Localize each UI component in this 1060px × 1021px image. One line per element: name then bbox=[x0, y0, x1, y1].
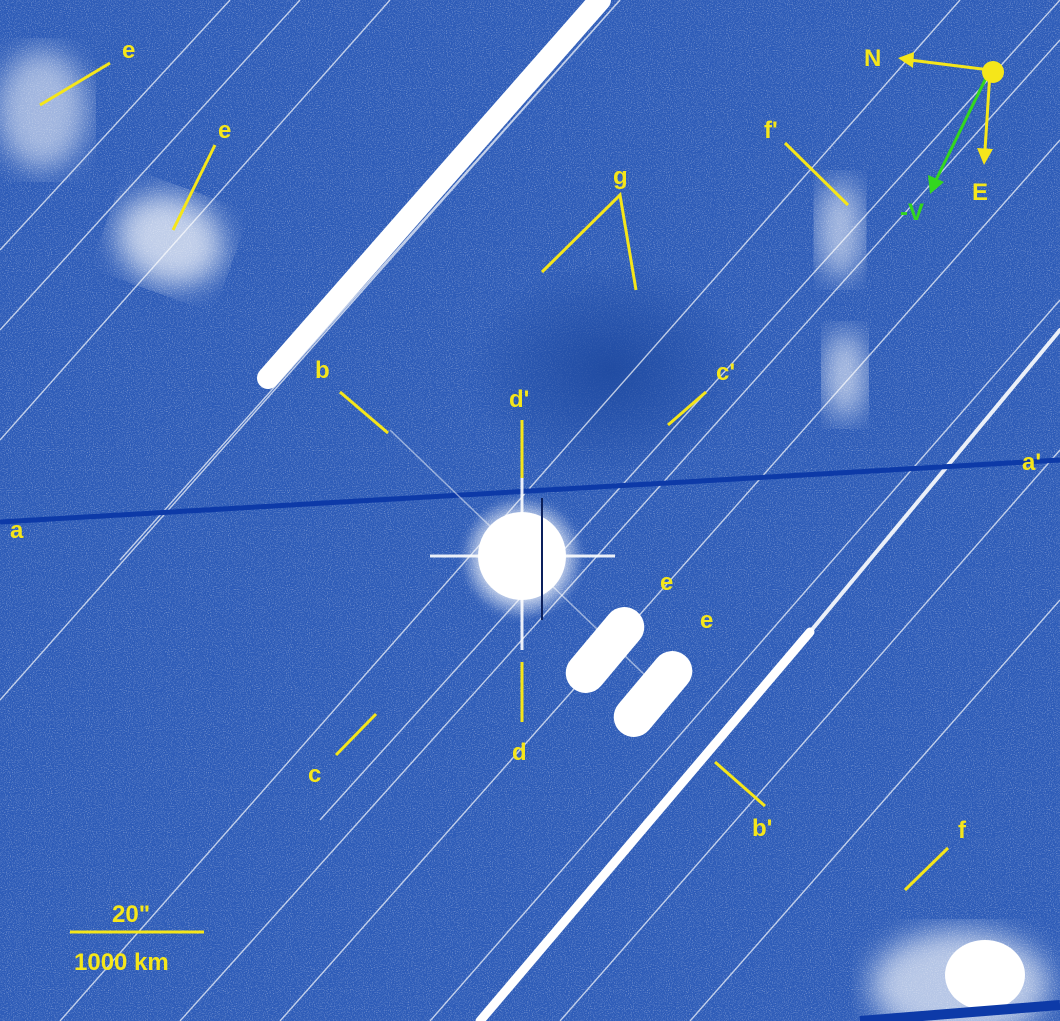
label-b-prime: b' bbox=[752, 815, 772, 842]
label-e-upper: e bbox=[218, 117, 231, 144]
bright-streak-upper bbox=[257, 0, 611, 389]
velocity-arrowhead bbox=[928, 175, 944, 194]
scale-bar: 20" 1000 km bbox=[70, 901, 204, 976]
marker-c-prime bbox=[667, 390, 707, 427]
label-a: a bbox=[10, 517, 24, 544]
label-b: b bbox=[315, 357, 330, 384]
compass-north-label: N bbox=[864, 45, 881, 72]
north-arrowhead bbox=[898, 52, 914, 68]
reference-line-a bbox=[0, 457, 1060, 525]
label-d-prime: d' bbox=[509, 386, 529, 413]
marker-g bbox=[540, 191, 638, 291]
label-c: c bbox=[308, 761, 321, 788]
nucleus bbox=[389, 429, 651, 681]
annotation-markers bbox=[39, 61, 950, 892]
label-e-right: e bbox=[700, 607, 713, 634]
bright-streak-lower bbox=[475, 627, 815, 1021]
diffuse-blobs bbox=[0, 50, 865, 420]
label-a-prime: a' bbox=[1022, 449, 1041, 476]
marker-e2 bbox=[171, 144, 217, 231]
marker-c bbox=[334, 712, 378, 757]
bottom-edge-line bbox=[859, 1000, 1060, 1021]
compass: N E -V bbox=[864, 45, 1004, 226]
f-blob bbox=[870, 930, 1050, 1021]
label-d: d bbox=[512, 739, 527, 766]
marker-f bbox=[903, 846, 950, 892]
label-f-prime: f' bbox=[764, 117, 778, 144]
marker-b-prime bbox=[714, 760, 766, 808]
scale-bar-physical-label: 1000 km bbox=[74, 949, 169, 976]
label-f: f bbox=[958, 817, 967, 844]
compass-east-label: E bbox=[972, 179, 988, 206]
north-arrow bbox=[909, 58, 991, 72]
e-bars bbox=[565, 607, 693, 737]
label-e-mid: e bbox=[660, 569, 673, 596]
east-arrow bbox=[983, 71, 992, 151]
bright-streaks bbox=[257, 0, 1060, 1021]
label-e-topleft: e bbox=[122, 37, 135, 64]
marker-e1 bbox=[39, 61, 111, 107]
east-arrowhead bbox=[977, 148, 993, 165]
label-g: g bbox=[613, 163, 628, 190]
compass-velocity-label: -V bbox=[900, 199, 924, 226]
bright-streak-right bbox=[808, 328, 1060, 634]
velocity-arrow bbox=[934, 77, 988, 181]
sun-marker bbox=[982, 61, 1004, 83]
marker-f-prime bbox=[783, 141, 850, 207]
dark-coma-patch bbox=[470, 260, 750, 480]
scale-bar-angular-label: 20" bbox=[112, 901, 150, 928]
label-c-prime: c' bbox=[716, 359, 735, 386]
marker-b bbox=[339, 390, 389, 435]
